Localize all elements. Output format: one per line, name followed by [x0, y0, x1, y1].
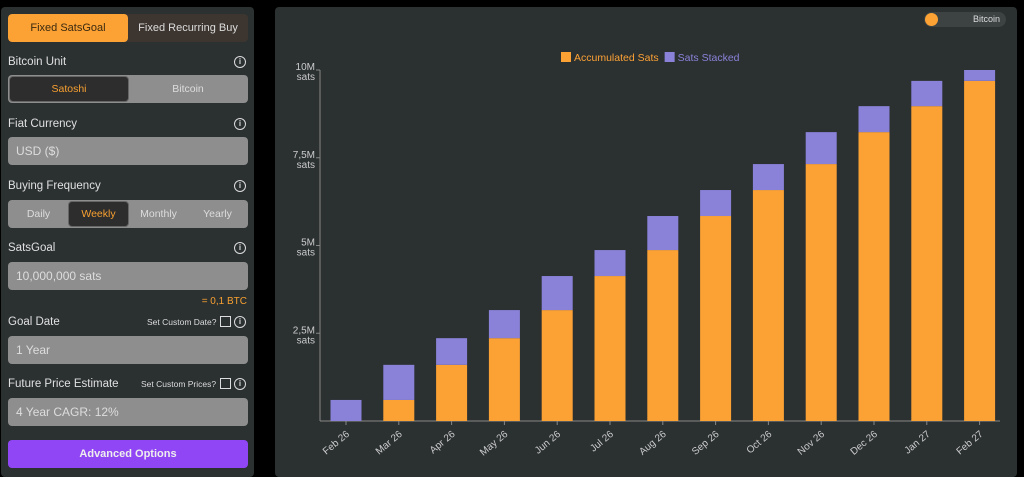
x-tick-label: Jan 27	[903, 429, 933, 457]
frequency-weekly[interactable]: Weekly	[68, 201, 129, 227]
legend-swatch	[664, 52, 675, 62]
bar-accumulated-sats	[805, 164, 837, 421]
bar-sats-stacked	[488, 310, 520, 339]
bar-sats-stacked	[436, 338, 468, 365]
tab-fixed-satsgoal[interactable]: Fixed SatsGoal	[8, 14, 128, 42]
x-tick-label: May 26	[478, 429, 511, 459]
frequency-monthly[interactable]: Monthly	[140, 208, 177, 220]
bar-sats-stacked	[805, 132, 837, 165]
bar-accumulated-sats	[700, 216, 732, 421]
x-tick-label: Feb 27	[955, 429, 986, 458]
custom-prices-checkbox[interactable]: Set Custom Prices?	[141, 378, 232, 389]
bar-accumulated-sats	[541, 310, 573, 421]
x-tick-label: Apr 26	[428, 429, 458, 457]
x-tick-label: Sep 26	[690, 429, 722, 458]
unit-satoshi[interactable]: Satoshi	[9, 76, 129, 102]
bitcoin-unit-selector: Satoshi Bitcoin	[8, 75, 248, 103]
future-price-label: Future Price Estimate	[8, 378, 119, 390]
buying-frequency-selector: Daily Weekly Monthly Yearly	[8, 200, 248, 228]
bar-accumulated-sats	[488, 338, 520, 421]
satsgoal-input[interactable]: 10,000,000 sats	[8, 262, 248, 290]
x-tick-label: Jun 26	[533, 429, 563, 457]
future-price-select[interactable]: 4 Year CAGR: 12%	[8, 398, 248, 426]
bar-sats-stacked	[700, 190, 732, 217]
x-tick-label: Mar 26	[374, 429, 405, 458]
bar-sats-stacked	[647, 216, 679, 251]
bitcoin-unit-label: Bitcoin Unit	[8, 56, 67, 68]
info-icon[interactable]: i	[234, 242, 246, 254]
x-tick-label: Nov 26	[796, 429, 828, 458]
bar-accumulated-sats	[383, 399, 415, 421]
bar-sats-stacked	[383, 364, 415, 400]
bar-sats-stacked	[752, 164, 784, 191]
frequency-yearly[interactable]: Yearly	[203, 208, 232, 220]
bar-sats-stacked	[858, 106, 890, 133]
bar-accumulated-sats	[964, 80, 996, 422]
info-icon[interactable]: i	[234, 180, 246, 192]
satsgoal-label: SatsGoal	[8, 242, 56, 254]
advanced-options-button[interactable]: Advanced Options	[8, 440, 248, 468]
y-tick-unit: sats	[297, 72, 315, 83]
toggle-knob[interactable]	[925, 13, 938, 26]
goal-date-label: Goal Date	[8, 316, 60, 328]
bitcoin-toggle[interactable]: Bitcoin	[924, 12, 1006, 27]
bar-accumulated-sats	[436, 364, 468, 421]
y-tick-unit: sats	[297, 160, 315, 171]
bar-sats-stacked	[964, 70, 996, 81]
mode-tabs: Fixed SatsGoal Fixed Recurring Buy	[8, 14, 248, 42]
buying-frequency-label: Buying Frequency	[8, 180, 101, 192]
x-tick-label: Aug 26	[637, 429, 669, 458]
info-icon[interactable]: i	[234, 56, 246, 68]
info-icon[interactable]: i	[234, 378, 246, 390]
y-tick-unit: sats	[297, 335, 315, 346]
goal-date-select[interactable]: 1 Year	[8, 336, 248, 364]
x-tick-label: Feb 26	[321, 429, 352, 458]
frequency-daily[interactable]: Daily	[26, 208, 51, 220]
legend-swatch	[561, 52, 571, 62]
btc-equivalent: = 0,1 BTC	[201, 296, 247, 307]
checkbox[interactable]	[220, 378, 232, 389]
checkbox[interactable]	[220, 316, 232, 327]
bar-accumulated-sats	[647, 250, 679, 421]
custom-date-checkbox[interactable]: Set Custom Date?	[147, 316, 232, 327]
y-tick-label: 2,5M	[293, 325, 315, 336]
bar-accumulated-sats	[858, 132, 890, 421]
x-tick-label: Oct 26	[745, 429, 775, 457]
x-tick-label: Jul 26	[588, 429, 616, 455]
bar-sats-stacked	[330, 399, 362, 421]
bar-sats-stacked	[911, 80, 943, 107]
info-icon[interactable]: i	[234, 316, 246, 328]
bar-accumulated-sats	[752, 190, 784, 421]
bar-sats-stacked	[594, 250, 626, 277]
tab-fixed-recurring-buy[interactable]: Fixed Recurring Buy	[138, 22, 238, 34]
info-icon[interactable]: i	[234, 118, 246, 130]
custom-date-label: Set Custom Date?	[147, 316, 217, 327]
y-tick-label: 10M	[296, 62, 315, 73]
x-tick-label: Dec 26	[849, 429, 881, 458]
y-tick-label: 5M	[301, 238, 315, 249]
bar-accumulated-sats	[911, 106, 943, 421]
toggle-label: Bitcoin	[972, 14, 1000, 24]
unit-bitcoin[interactable]: Bitcoin	[172, 83, 204, 95]
bar-sats-stacked	[541, 276, 573, 311]
fiat-currency-label: Fiat Currency	[8, 118, 78, 130]
y-tick-unit: sats	[297, 248, 315, 259]
legend-label: Accumulated Sats	[574, 52, 659, 64]
bar-accumulated-sats	[594, 276, 626, 421]
fiat-currency-select[interactable]: USD ($)	[8, 137, 248, 165]
custom-prices-label: Set Custom Prices?	[141, 378, 217, 389]
legend-label: Sats Stacked	[678, 52, 740, 64]
y-tick-label: 7,5M	[293, 150, 315, 161]
